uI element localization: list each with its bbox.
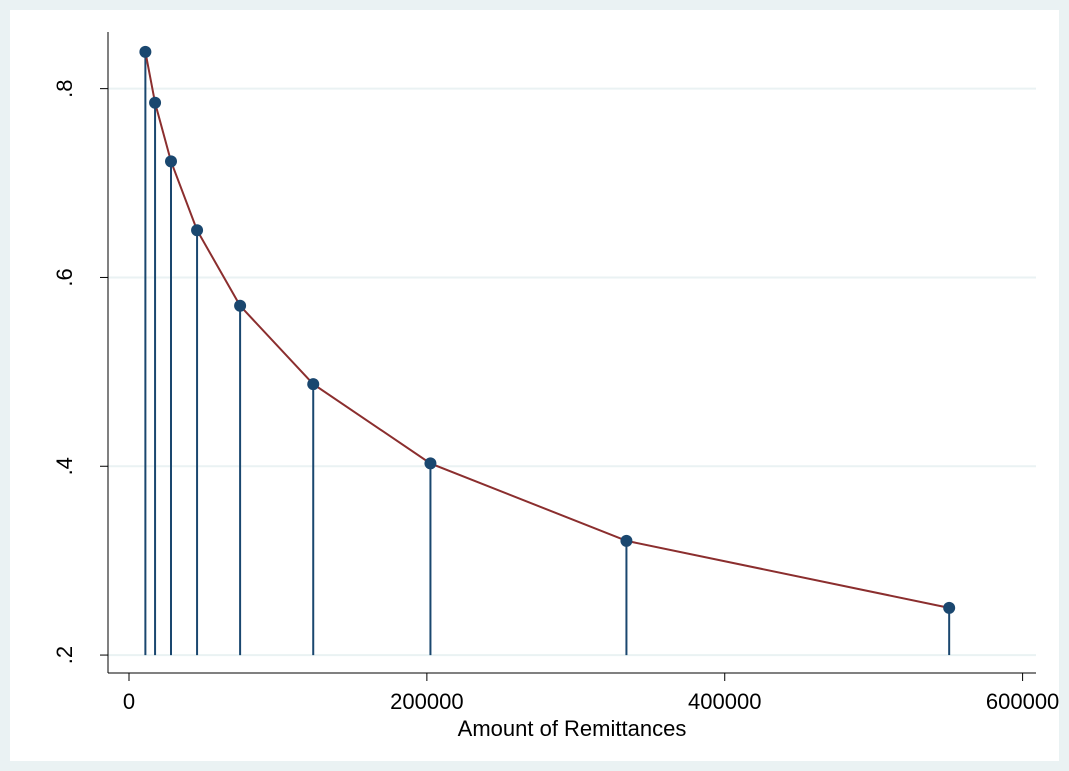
point (191, 224, 204, 237)
point (139, 45, 152, 58)
point (424, 457, 437, 470)
x-tick-label: 200000 (390, 689, 463, 714)
y-tick-label: .8 (52, 79, 77, 97)
point (149, 96, 162, 109)
plot-region (10, 10, 1059, 761)
y-tick-label: .4 (52, 457, 77, 475)
x-tick-label: 0 (123, 689, 135, 714)
point (943, 601, 956, 614)
x-axis-label: Amount of Remittances (458, 716, 687, 741)
point (307, 378, 320, 391)
x-tick-label: 600000 (986, 689, 1059, 714)
point (234, 299, 247, 312)
y-tick-label: .6 (52, 268, 77, 286)
y-tick-label: .2 (52, 646, 77, 664)
point (620, 534, 633, 547)
x-tick-label: 400000 (688, 689, 761, 714)
point (164, 155, 177, 168)
